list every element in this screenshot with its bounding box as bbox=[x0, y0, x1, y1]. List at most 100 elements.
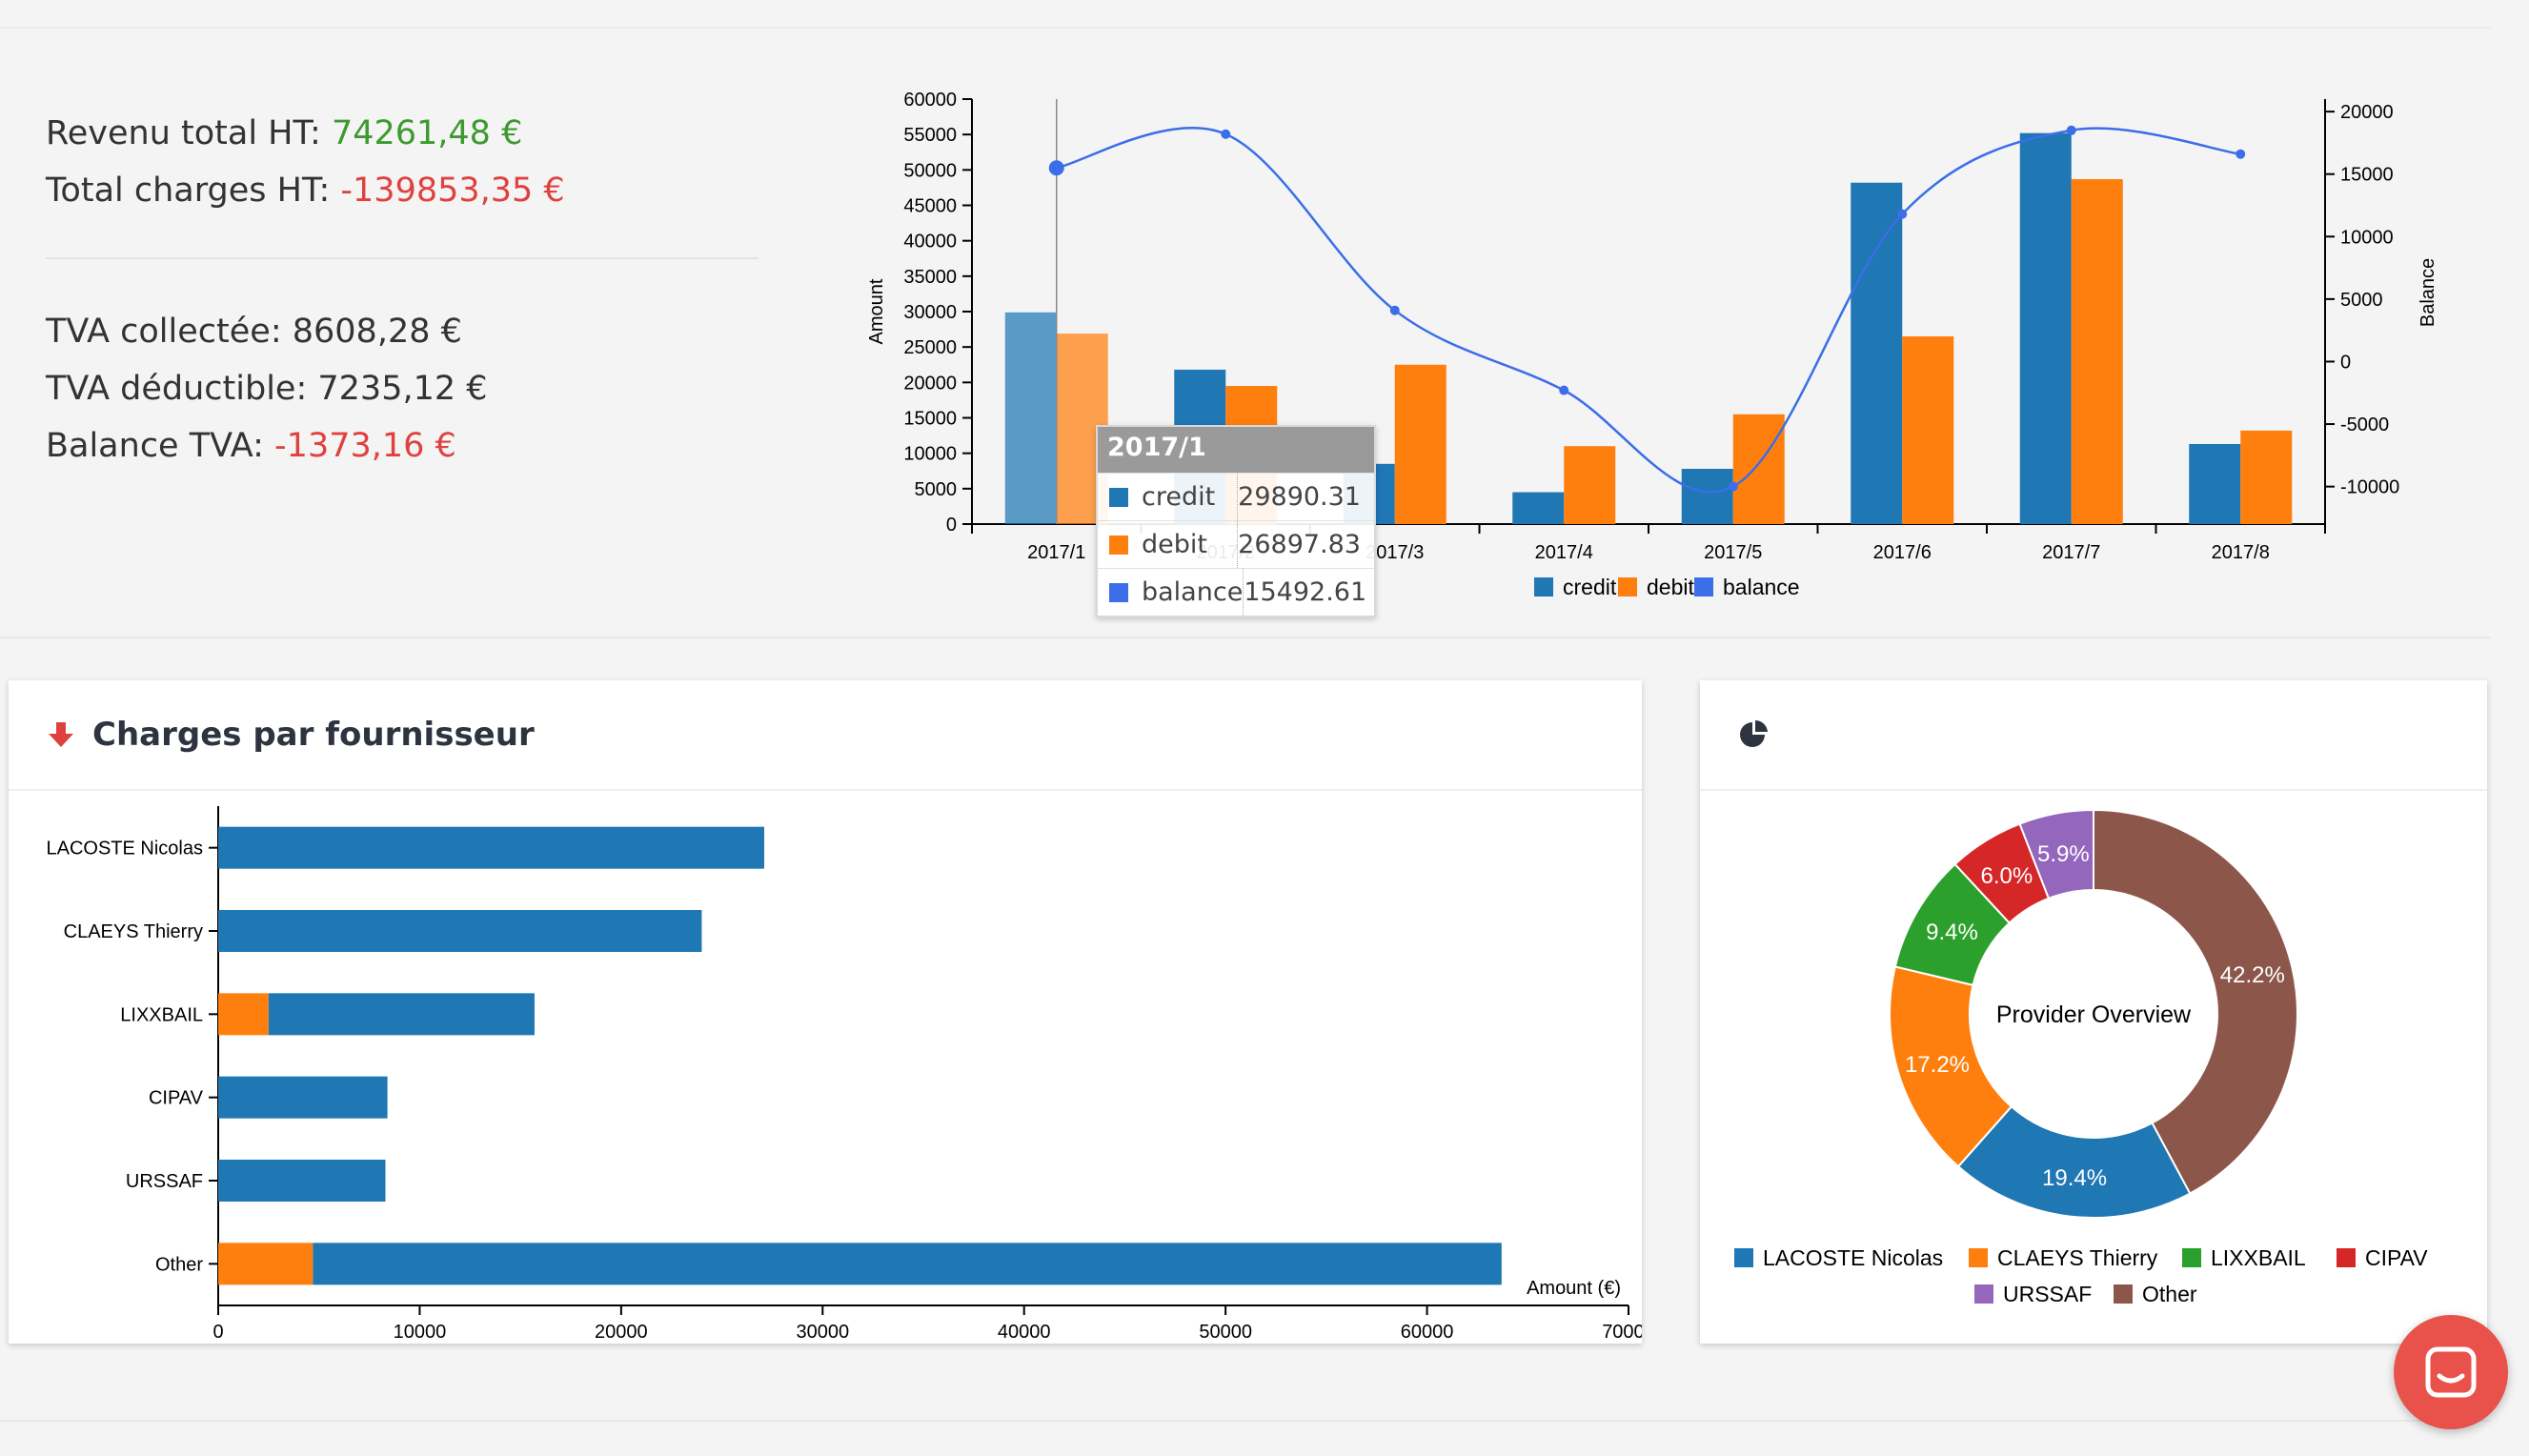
legend-label-balance: balance bbox=[1723, 575, 1800, 599]
legend-swatch bbox=[2182, 1248, 2201, 1267]
donut-value-label: 6.0% bbox=[1980, 863, 2033, 889]
x-tick-label: 2017/7 bbox=[2042, 542, 2100, 563]
provider-donut-chart: 42.2% 19.4% 17.2% 9.4% 6.0%5.9% Provider Over… bbox=[1734, 808, 2428, 1306]
tooltip-label-credit: credit bbox=[1142, 482, 1216, 512]
x-axis-label: Amount (€) bbox=[1527, 1278, 1621, 1299]
arrow-down-icon bbox=[49, 722, 73, 747]
x-tick-label: 10000 bbox=[394, 1322, 447, 1343]
legend-swatch bbox=[1974, 1284, 1993, 1304]
ht-bar bbox=[313, 1243, 1502, 1285]
ht-bar bbox=[218, 826, 764, 869]
credit-bar bbox=[1004, 312, 1057, 524]
y-tick-label: 25000 bbox=[903, 337, 957, 358]
y2-tick-label: 5000 bbox=[2340, 290, 2383, 311]
credit-bar bbox=[2019, 132, 2072, 524]
y-tick-label: 55000 bbox=[903, 125, 957, 146]
ht-bar bbox=[218, 1160, 386, 1202]
y-tick-label: 15000 bbox=[903, 409, 957, 430]
section-divider bbox=[0, 637, 2491, 638]
x-tick-label: 20000 bbox=[595, 1322, 648, 1343]
legend-label: CIPAV bbox=[2365, 1245, 2428, 1270]
legend-label: LIXXBAIL bbox=[2211, 1245, 2306, 1270]
x-tick-label: 30000 bbox=[796, 1322, 849, 1343]
y-tick-label: CIPAV bbox=[149, 1088, 204, 1109]
debit-bar bbox=[2240, 430, 2293, 524]
donut-slice bbox=[2093, 808, 2298, 1195]
y-tick-label: LACOSTE Nicolas bbox=[47, 839, 204, 859]
y2-tick-label: 0 bbox=[2340, 352, 2351, 373]
legend-label: LACOSTE Nicolas bbox=[1763, 1245, 1943, 1270]
y-tick-label: 30000 bbox=[903, 302, 957, 323]
tooltip-swatch-balance bbox=[1109, 582, 1128, 602]
donut-value-label: 5.9% bbox=[2037, 841, 2090, 867]
x-tick-label: 70000 bbox=[1602, 1322, 1642, 1343]
y-tick-label: 5000 bbox=[915, 479, 958, 500]
monthly-combo-chart: 0 5000 10000 15000 20000 25000 30000 35000 40000… bbox=[866, 90, 2438, 599]
y-tick-label: Other bbox=[155, 1254, 203, 1275]
tva-collectee-label: TVA collectée: bbox=[46, 313, 293, 351]
debit-bar bbox=[1564, 446, 1616, 524]
charges-value: -139853,35 € bbox=[340, 172, 565, 210]
y2-axis-label: Balance bbox=[2418, 258, 2438, 327]
top-divider bbox=[0, 27, 2491, 29]
legend-swatch-debit bbox=[1618, 577, 1637, 597]
overview-card: 42.2% 19.4% 17.2% 9.4% 6.0% 5.9% Provider Over… bbox=[1700, 680, 2487, 1344]
credit-bar bbox=[1681, 469, 1733, 524]
donut-value-label: 9.4% bbox=[1926, 920, 1978, 945]
balance-point bbox=[1897, 209, 1908, 219]
y-tick-label: 50000 bbox=[903, 160, 957, 181]
tooltip-swatch-debit bbox=[1109, 535, 1128, 555]
x-tick-label: 2017/1 bbox=[1027, 542, 1085, 563]
x-tick-label: 2017/6 bbox=[1873, 542, 1932, 563]
tooltip-swatch-credit bbox=[1109, 487, 1128, 507]
balance-point bbox=[1728, 481, 1738, 492]
y-tick-label: LIXXBAIL bbox=[120, 1004, 203, 1025]
y2-tick-label: -10000 bbox=[2340, 477, 2399, 498]
x-tick-label: 40000 bbox=[998, 1322, 1051, 1343]
debit-bar bbox=[2071, 178, 2123, 524]
tooltip-title: 2017/1 bbox=[1098, 427, 1374, 473]
charges-label: Total charges HT: bbox=[46, 172, 341, 210]
y-axis-label: Amount bbox=[866, 278, 887, 344]
credit-bar bbox=[1512, 492, 1565, 524]
balance-tva-label: Balance TVA: bbox=[46, 427, 275, 465]
y2-tick-label: -5000 bbox=[2340, 415, 2389, 435]
legend-swatch bbox=[2337, 1248, 2356, 1267]
ht-bar bbox=[218, 910, 702, 952]
tva-deductible-value: 7235,12 € bbox=[317, 370, 488, 408]
x-tick-label: 2017/3 bbox=[1366, 542, 1424, 563]
summary-panel: Revenu total HT: 74261,48 € Total charge… bbox=[46, 105, 770, 475]
donut-value-label: 19.4% bbox=[2042, 1165, 2107, 1191]
bottom-divider bbox=[0, 1420, 2491, 1422]
tooltip-value-balance: 15492.61 bbox=[1244, 577, 1367, 607]
supplier-bar-chart: LACOSTE Nicolas CLAEYS Thierry LIXXBAIL CIP… bbox=[47, 806, 1642, 1343]
chart-tooltip: 2017/1 credit 29890.31 debit 26897.83 ba… bbox=[1096, 425, 1376, 617]
charges-card-title: Charges par fournisseur bbox=[92, 716, 535, 754]
legend-swatch bbox=[1734, 1248, 1753, 1267]
y2-tick-label: 20000 bbox=[2340, 102, 2394, 123]
tva-collectee: TVA collectée: 8608,28 € bbox=[46, 303, 770, 360]
y-tick-label: 0 bbox=[946, 515, 957, 536]
tooltip-row-balance: balance 15492.61 bbox=[1098, 568, 1374, 616]
chat-button[interactable] bbox=[2394, 1315, 2508, 1429]
tva-deductible-label: TVA déductible: bbox=[46, 370, 318, 408]
legend-swatch-credit bbox=[1534, 577, 1553, 597]
balance-point bbox=[1559, 385, 1569, 395]
legend-label: CLAEYS Thierry bbox=[1997, 1245, 2158, 1270]
y-tick-label: 45000 bbox=[903, 196, 957, 217]
credit-bar bbox=[2189, 444, 2241, 524]
vat-bar bbox=[218, 993, 269, 1036]
y-tick-label: 60000 bbox=[903, 90, 957, 111]
total-charges: Total charges HT: -139853,35 € bbox=[46, 162, 770, 219]
chat-icon bbox=[2425, 1346, 2477, 1398]
y2-tick-label: 15000 bbox=[2340, 165, 2394, 186]
donut-center-label: Provider Overview bbox=[1996, 1001, 2192, 1028]
pie-chart-icon bbox=[1740, 719, 1768, 747]
donut-value-label: 42.2% bbox=[2220, 962, 2285, 988]
debit-bar bbox=[1732, 414, 1785, 524]
balance-tva-value: -1373,16 € bbox=[274, 427, 456, 465]
tooltip-value-debit: 26897.83 bbox=[1238, 530, 1361, 559]
revenu-label: Revenu total HT: bbox=[46, 114, 332, 152]
y-tick-label: 20000 bbox=[903, 373, 957, 394]
ht-bar bbox=[268, 993, 535, 1036]
